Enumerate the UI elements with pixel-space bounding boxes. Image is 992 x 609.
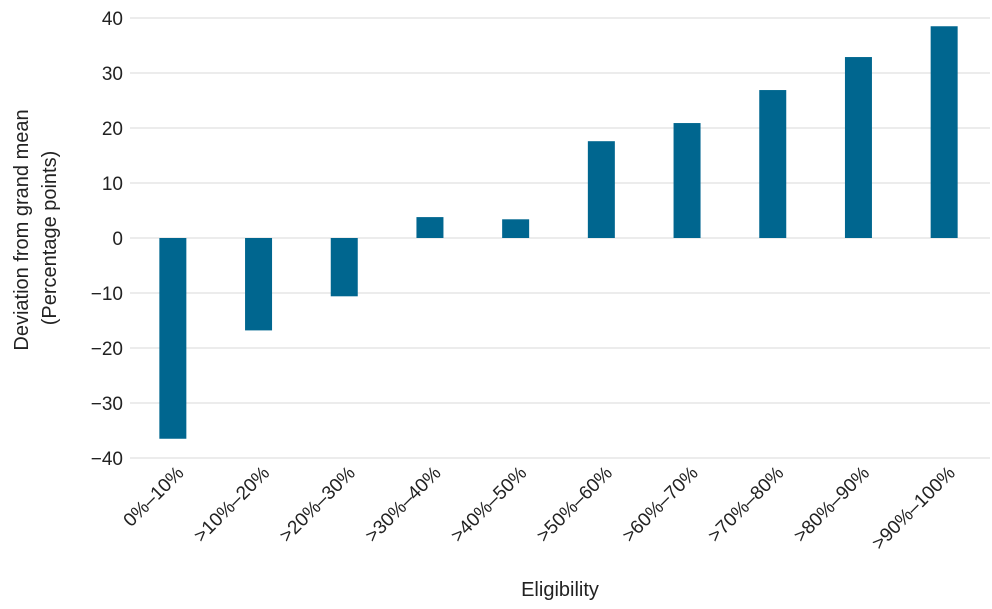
bar — [159, 238, 187, 439]
bar — [245, 238, 273, 331]
gridlines — [130, 17, 990, 459]
bar — [844, 57, 872, 238]
x-tick-label: >70%–80% — [704, 463, 788, 547]
bar — [587, 141, 615, 238]
y-tick-label: 20 — [102, 119, 123, 140]
y-axis-ticks: 40 30 20 10 0 −10 −20 −30 −40 — [91, 9, 123, 470]
bar — [759, 90, 787, 238]
bar — [673, 123, 701, 238]
x-tick-label: >50%–60% — [533, 463, 617, 547]
bar — [416, 217, 444, 238]
x-tick-label: >60%–70% — [619, 463, 703, 547]
y-tick-label: 0 — [112, 229, 123, 250]
x-axis-ticks: 0%–10% >10%–20% >20%–30% >30%–40% >40%–50% >5… — [120, 463, 960, 555]
y-tick-label: −20 — [91, 339, 123, 360]
y-tick-label: −40 — [91, 449, 123, 470]
y-tick-label: 40 — [102, 9, 123, 30]
bars — [159, 26, 958, 439]
x-tick-label: >90%–100% — [868, 463, 959, 554]
bar — [502, 219, 530, 238]
x-tick-label: >20%–30% — [276, 463, 360, 547]
bar — [330, 238, 358, 297]
x-tick-label: >80%–90% — [790, 463, 874, 547]
y-tick-label: 30 — [102, 64, 123, 85]
y-axis-title-line-1: Deviation from grand mean — [11, 109, 33, 350]
bar — [930, 26, 958, 238]
x-tick-label: >40%–50% — [447, 463, 531, 547]
y-tick-label: −30 — [91, 394, 123, 415]
y-tick-label: −10 — [91, 284, 123, 305]
y-tick-label: 10 — [102, 174, 123, 195]
x-axis-title: Eligibility — [521, 579, 599, 601]
x-tick-label: >30%–40% — [362, 463, 446, 547]
x-tick-label: 0%–10% — [120, 463, 189, 532]
y-axis-title-line-2: (Percentage points) — [39, 151, 61, 326]
x-tick-label: >10%–20% — [190, 463, 274, 547]
